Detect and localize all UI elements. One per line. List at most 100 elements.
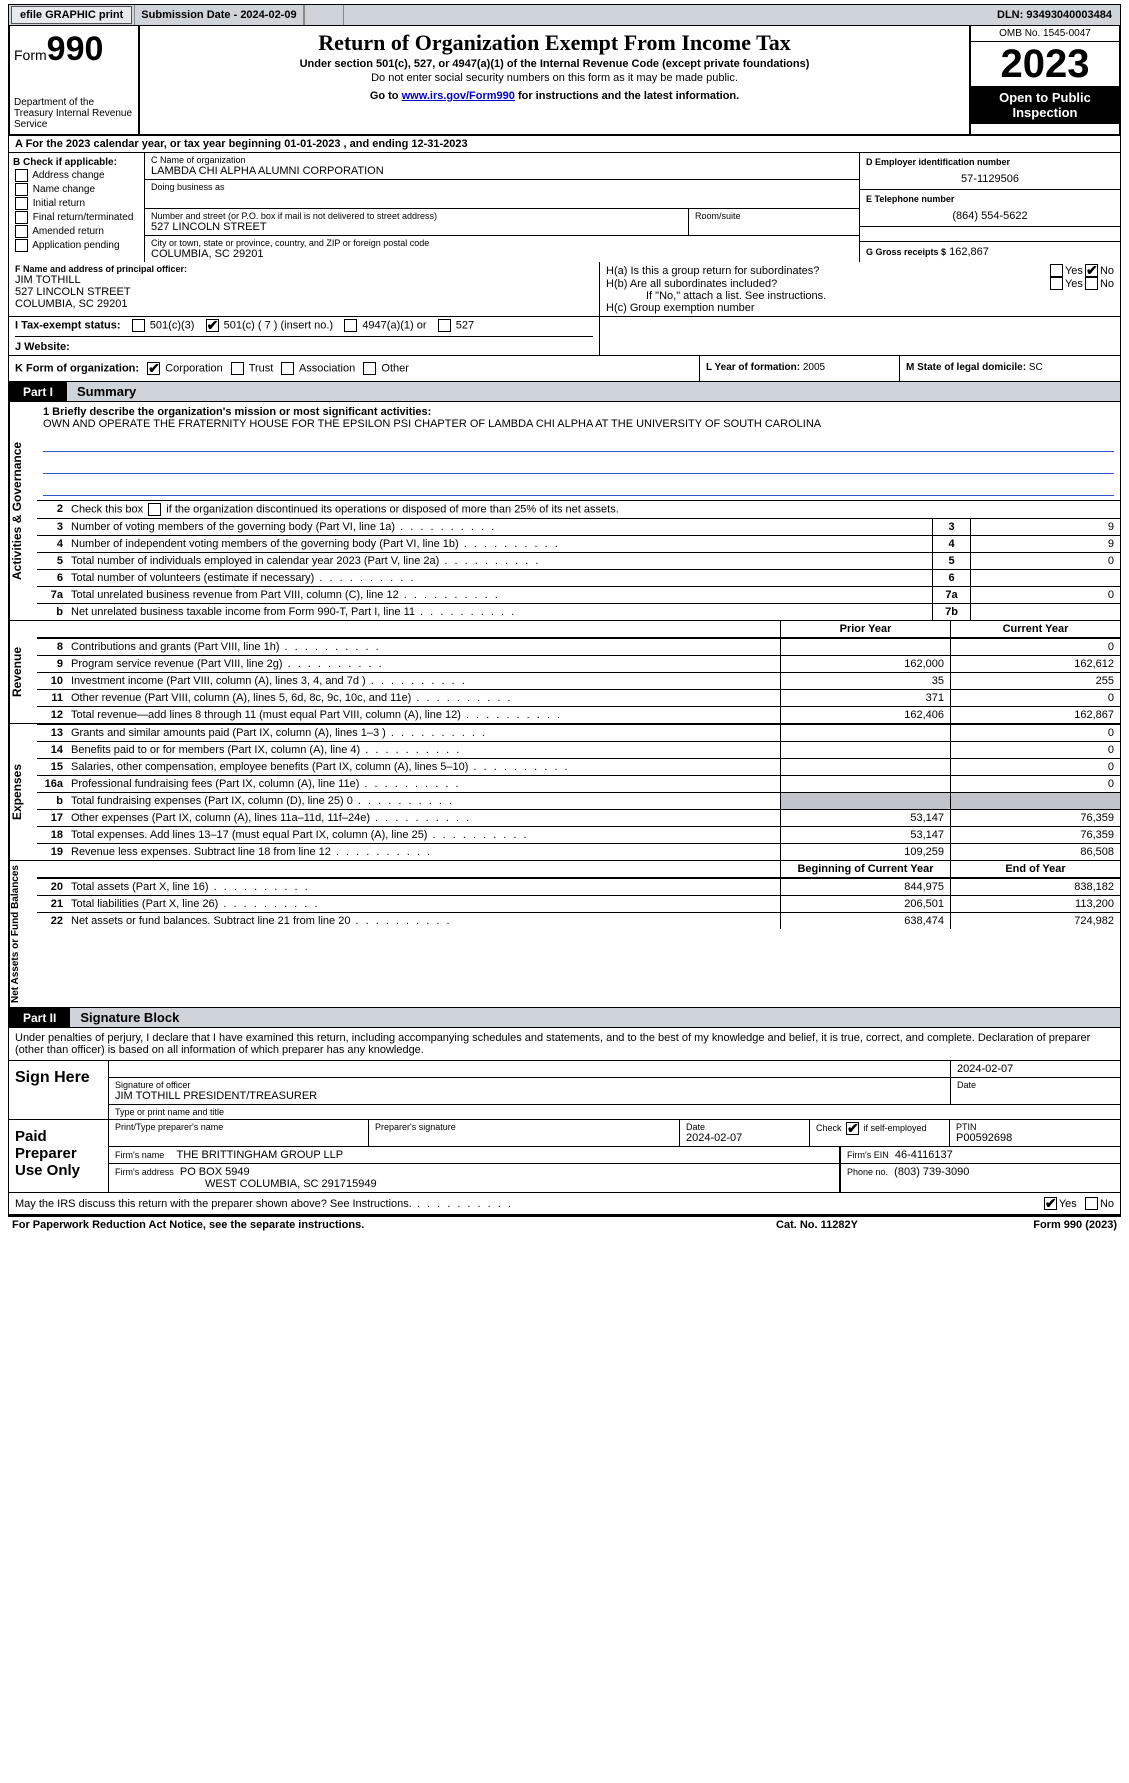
line-text: Grants and similar amounts paid (Part IX…: [67, 725, 780, 741]
form-subtitle-2: Do not enter social security numbers on …: [148, 72, 961, 84]
discuss-yes-checkbox[interactable]: [1044, 1197, 1057, 1210]
data-row: b Total fundraising expenses (Part IX, c…: [37, 792, 1120, 809]
irs-link[interactable]: www.irs.gov/Form990: [402, 90, 515, 102]
beginning-year-header: Beginning of Current Year: [780, 861, 950, 877]
part-i-name: Summary: [67, 382, 1120, 401]
form-title: Return of Organization Exempt From Incom…: [148, 30, 961, 56]
c-dba-label: Doing business as: [151, 182, 853, 192]
current-year-val: 0: [950, 725, 1120, 741]
b-opt-address-change[interactable]: Address change: [13, 169, 140, 182]
section-k: K Form of organization: Corporation Trus…: [9, 356, 700, 381]
data-row: 11 Other revenue (Part VIII, column (A),…: [37, 689, 1120, 706]
info-grid: B Check if applicable: Address change Na…: [8, 153, 1121, 262]
q2-checkbox[interactable]: [148, 503, 161, 516]
current-year-val: 838,182: [950, 879, 1120, 895]
k-trust-checkbox[interactable]: [231, 362, 244, 375]
i-527-checkbox[interactable]: [438, 319, 451, 332]
footer-left: For Paperwork Reduction Act Notice, see …: [12, 1219, 717, 1231]
b-opt-amended[interactable]: Amended return: [13, 225, 140, 238]
line-box: 6: [932, 570, 970, 586]
c-city-label: City or town, state or province, country…: [151, 238, 853, 248]
self-employed-checkbox[interactable]: [846, 1122, 859, 1135]
section-i-j: I Tax-exempt status: 501(c)(3) 501(c) ( …: [8, 317, 1121, 356]
section-d-e-g: D Employer identification number 57-1129…: [860, 153, 1120, 262]
k-other-checkbox[interactable]: [363, 362, 376, 375]
efile-print-button[interactable]: efile GRAPHIC print: [11, 6, 132, 24]
sig-name-label: Type or print name and title: [109, 1105, 1120, 1119]
line-val: 0: [970, 587, 1120, 603]
line-num: 17: [37, 810, 67, 826]
ha-no-checkbox[interactable]: [1085, 264, 1098, 277]
form-subtitle-3: Go to www.irs.gov/Form990 for instructio…: [148, 90, 961, 102]
form-word: Form: [14, 47, 47, 63]
prior-year-val: 35: [780, 673, 950, 689]
b-opt-final-return[interactable]: Final return/terminated: [13, 211, 140, 224]
yes-label: Yes: [1059, 1198, 1077, 1210]
line-text: Net unrelated business taxable income fr…: [67, 604, 932, 620]
data-row: 19 Revenue less expenses. Subtract line …: [37, 843, 1120, 860]
gross-receipts: 162,867: [949, 246, 989, 258]
k-corp-checkbox[interactable]: [147, 362, 160, 375]
i-501c-checkbox[interactable]: [206, 319, 219, 332]
prep-date-label: Date: [686, 1122, 803, 1132]
officer-name: JIM TOTHILL: [15, 274, 593, 286]
discuss-row: May the IRS discuss this return with the…: [8, 1193, 1121, 1215]
room-suite-label: Room/suite: [689, 209, 859, 235]
i-label: I Tax-exempt status:: [15, 319, 121, 331]
i-501c3-checkbox[interactable]: [132, 319, 145, 332]
paid-preparer-label: Paid Preparer Use Only: [9, 1120, 109, 1192]
data-row: 8 Contributions and grants (Part VIII, l…: [37, 638, 1120, 655]
form-header: Form990 Department of the Treasury Inter…: [8, 26, 1121, 136]
data-row: 13 Grants and similar amounts paid (Part…: [37, 724, 1120, 741]
line-box: 7b: [932, 604, 970, 620]
street-address: 527 LINCOLN STREET: [151, 221, 682, 233]
firm-phone: (803) 739-3090: [894, 1166, 969, 1178]
goto-pre: Go to: [370, 90, 402, 102]
gov-row: 4 Number of independent voting members o…: [37, 536, 1120, 553]
line-text: Investment income (Part VIII, column (A)…: [67, 673, 780, 689]
data-row: 10 Investment income (Part VIII, column …: [37, 672, 1120, 689]
section-i: I Tax-exempt status: 501(c)(3) 501(c) ( …: [15, 319, 593, 332]
data-row: 9 Program service revenue (Part VIII, li…: [37, 655, 1120, 672]
b-opt-application-pending[interactable]: Application pending: [13, 239, 140, 252]
submission-date: Submission Date - 2024-02-09: [134, 5, 303, 25]
discuss-no-checkbox[interactable]: [1085, 1197, 1098, 1210]
officer-addr1: 527 LINCOLN STREET: [15, 286, 593, 298]
hb-no-checkbox[interactable]: [1085, 277, 1098, 290]
blank: [860, 227, 1120, 242]
gov-row: b Net unrelated business taxable income …: [37, 604, 1120, 620]
line-num: 2: [37, 501, 67, 518]
section-k-l-m: K Form of organization: Corporation Trus…: [8, 356, 1121, 382]
line-num: 19: [37, 844, 67, 860]
end-year-header: End of Year: [950, 861, 1120, 877]
hb-label: H(b) Are all subordinates included?: [606, 278, 1048, 290]
ptin-label: PTIN: [956, 1122, 1114, 1132]
b-opt-name-change[interactable]: Name change: [13, 183, 140, 196]
ha-yes-checkbox[interactable]: [1050, 264, 1063, 277]
k-opt3: Association: [299, 362, 355, 374]
data-row: 18 Total expenses. Add lines 13–17 (must…: [37, 826, 1120, 843]
prior-year-header: Prior Year: [780, 621, 950, 637]
prior-year-val: 844,975: [780, 879, 950, 895]
hb-yes-checkbox[interactable]: [1050, 277, 1063, 290]
ptin: P00592698: [956, 1132, 1114, 1144]
k-assoc-checkbox[interactable]: [281, 362, 294, 375]
line-text: Number of voting members of the governin…: [67, 519, 932, 535]
prior-year-val: 53,147: [780, 810, 950, 826]
section-m: M State of legal domicile: SC: [900, 356, 1120, 381]
b-opt-initial-return[interactable]: Initial return: [13, 197, 140, 210]
data-row: 17 Other expenses (Part IX, column (A), …: [37, 809, 1120, 826]
i-4947-checkbox[interactable]: [344, 319, 357, 332]
hb-note: If "No," attach a list. See instructions…: [606, 290, 1114, 302]
line-text: Net assets or fund balances. Subtract li…: [67, 913, 780, 929]
net-assets-block: Net Assets or Fund Balances Beginning of…: [8, 861, 1121, 1008]
side-governance: Activities & Governance: [9, 402, 37, 620]
form-title-box: Return of Organization Exempt From Incom…: [140, 26, 969, 134]
line-num: b: [37, 793, 67, 809]
footer-mid: Cat. No. 11282Y: [717, 1219, 917, 1231]
omb-number: OMB No. 1545-0047: [971, 26, 1119, 42]
footer-right: Form 990 (2023): [917, 1219, 1117, 1231]
line-text: Professional fundraising fees (Part IX, …: [67, 776, 780, 792]
l-label: L Year of formation:: [706, 362, 800, 373]
discuss-text: May the IRS discuss this return with the…: [15, 1198, 1042, 1210]
